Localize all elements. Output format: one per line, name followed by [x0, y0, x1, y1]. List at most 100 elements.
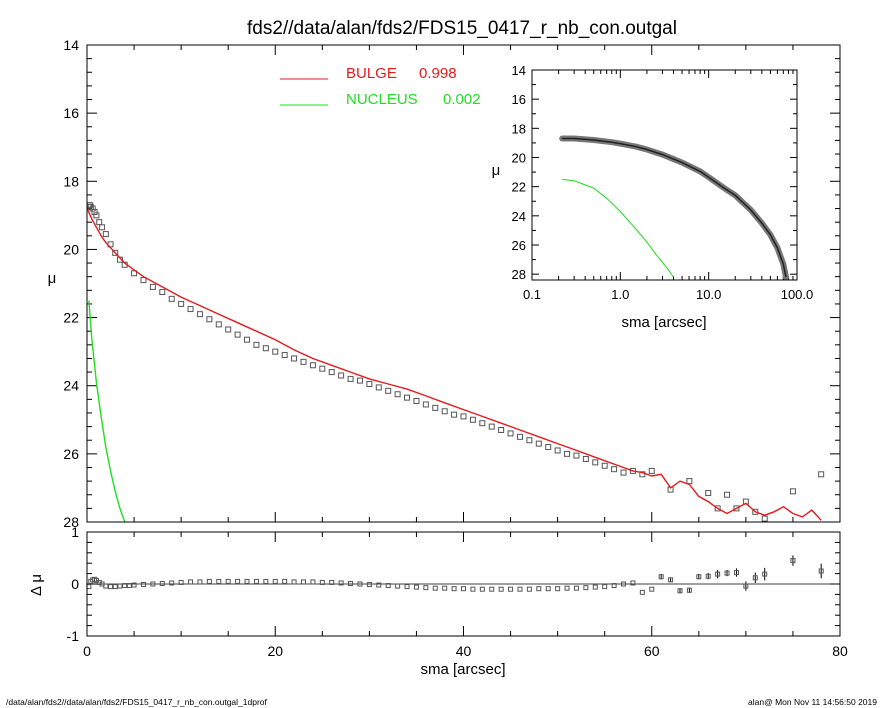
data-point	[91, 208, 98, 215]
data-point	[724, 491, 731, 498]
inset-panel: 14 16 18 20 22 24 26 28 0.1 1.0 10.0 100.0 μ sma […	[492, 63, 814, 331]
residual-point	[536, 586, 542, 592]
data-point	[752, 508, 759, 515]
residual-point	[225, 578, 231, 584]
residual-point	[423, 585, 429, 591]
main-panel: 14 16 18 20 22 24 26 28 μ BULGE 0.998 NUCLEUS 0…	[48, 37, 841, 530]
residual-point	[282, 578, 288, 584]
main-y-axis-label: μ	[48, 270, 57, 287]
data-point	[422, 401, 429, 408]
main-y-tick-label: 24	[63, 378, 79, 394]
data-point	[375, 384, 382, 391]
data-point	[96, 219, 103, 226]
bulge-model-line	[87, 209, 822, 521]
data-point	[554, 447, 561, 454]
residual-point	[126, 583, 132, 589]
data-point	[300, 358, 307, 365]
residual-point	[310, 579, 316, 585]
residual-point	[291, 579, 297, 585]
data-point	[253, 341, 260, 348]
residual-point	[122, 583, 128, 589]
main-series	[87, 202, 825, 522]
x-tick-label: 80	[832, 643, 848, 659]
main-axes-frame	[86, 44, 841, 523]
legend-bulge-label: BULGE	[346, 65, 397, 82]
residual-point	[733, 570, 739, 576]
data-point	[714, 505, 721, 512]
residual-point	[583, 585, 589, 591]
data-point	[356, 377, 363, 384]
data-point	[479, 420, 486, 427]
data-point	[93, 212, 100, 219]
residual-point	[413, 584, 419, 590]
data-point	[516, 433, 523, 440]
residual-point	[263, 578, 269, 584]
main-y-tick-label: 16	[63, 105, 79, 121]
data-point	[328, 369, 335, 376]
residual-point	[686, 587, 692, 593]
residual-point	[253, 578, 259, 584]
inset-data-line	[562, 137, 787, 278]
data-point	[196, 311, 203, 318]
residual-point	[621, 581, 627, 587]
residual-point	[395, 583, 401, 589]
data-point	[394, 391, 401, 398]
inset-y-tick-label: 28	[512, 267, 526, 282]
x-axis-label: sma [arcsec]	[420, 661, 505, 678]
residual-point	[300, 579, 306, 585]
residual-point	[216, 578, 222, 584]
data-point	[140, 277, 147, 284]
residual-point	[404, 584, 410, 590]
residual-point	[244, 578, 250, 584]
data-point	[545, 444, 552, 451]
inset-x-tick-label: 100.0	[781, 287, 814, 302]
data-point	[507, 430, 514, 437]
main-y-tick-label: 26	[63, 446, 79, 462]
data-point	[131, 270, 138, 277]
data-point	[761, 515, 768, 522]
residual-y-tick-label: 1	[71, 524, 79, 540]
data-point	[206, 316, 213, 323]
residual-point	[178, 579, 184, 585]
inset-x-tick-label: 0.1	[523, 287, 541, 302]
data-point	[281, 352, 288, 359]
data-point	[488, 423, 495, 430]
residual-point	[150, 581, 156, 587]
inset-axes-frame	[531, 69, 798, 281]
data-point	[291, 355, 298, 362]
data-point	[244, 336, 251, 343]
inset-y-tick-label: 16	[512, 92, 526, 107]
inset-series	[559, 135, 789, 280]
residual-point	[461, 586, 466, 592]
main-y-tick-labels: 14 16 18 20 22 24 26 28	[63, 37, 79, 530]
residual-point	[235, 578, 241, 584]
data-point	[168, 295, 175, 302]
residual-point	[169, 580, 175, 586]
data-point	[573, 452, 580, 459]
data-point	[149, 283, 156, 290]
residual-point	[103, 583, 109, 589]
inset-nucleus-line	[562, 178, 674, 278]
inset-y-axis-label: μ	[492, 162, 501, 179]
main-y-tick-label: 28	[63, 514, 79, 530]
residual-point	[131, 582, 137, 588]
data-point	[178, 300, 185, 307]
residual-point	[818, 568, 824, 574]
inset-y-tick-labels: 14 16 18 20 22 24 26 28	[512, 63, 526, 282]
main-clipped-group	[87, 202, 825, 522]
residual-point	[329, 579, 335, 585]
data-point	[112, 249, 119, 256]
residual-point	[451, 586, 457, 592]
inset-y-tick-label: 22	[512, 180, 526, 195]
data-point	[535, 440, 542, 447]
data-point	[498, 427, 505, 434]
data-point	[648, 467, 655, 474]
data-point	[592, 459, 599, 466]
residual-point	[555, 586, 561, 592]
data-point	[601, 462, 608, 469]
residual-point	[112, 584, 118, 590]
residual-series	[86, 555, 840, 595]
data-point	[705, 490, 712, 497]
residual-point	[705, 573, 711, 579]
